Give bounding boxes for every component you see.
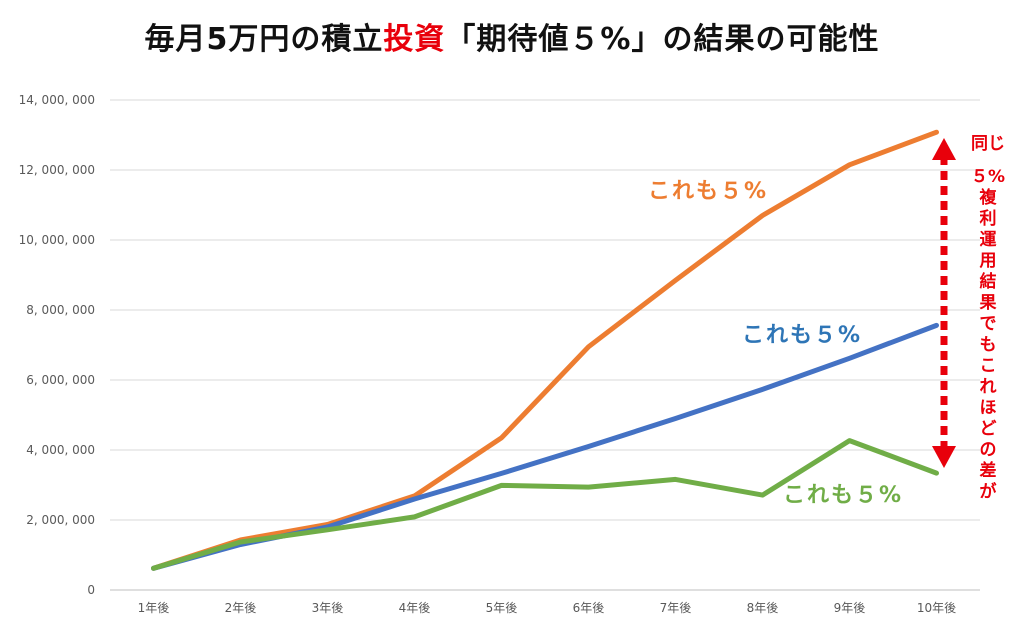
side-note-line3: 複利運用結果でもこれほどの差が	[968, 188, 1008, 503]
title-highlight: 投資	[383, 22, 446, 57]
side-note-glyph: 運	[979, 230, 997, 250]
side-note-glyph: 利	[979, 209, 997, 229]
x-tick-label: 4年後	[399, 601, 431, 615]
side-note-line1: 同じ	[971, 134, 1005, 154]
side-note-glyph: 複	[979, 188, 997, 208]
side-note-glyph: 用	[979, 251, 997, 271]
x-tick-label: 3年後	[312, 601, 344, 615]
x-tick-label: 6年後	[573, 601, 605, 615]
series-line-green	[151, 438, 939, 571]
series-lines	[151, 129, 939, 571]
series-line-orange	[151, 129, 939, 571]
chart-title: 毎月5万円の積立投資「期待値５%」の結果の可能性	[0, 14, 1024, 58]
x-tick-label: 1年後	[138, 601, 170, 615]
y-tick-label: 10, 000, 000	[19, 233, 95, 247]
x-axis-ticks: 1年後 2年後 3年後 4年後 5年後 6年後 7年後 8年後 9年後 10年後	[138, 601, 956, 615]
series-line-blue	[151, 322, 939, 571]
y-tick-label: 14, 000, 000	[19, 93, 95, 107]
side-note-glyph: ど	[979, 419, 997, 439]
arrow-head-down	[932, 446, 956, 468]
y-tick-label: 8, 000, 000	[26, 303, 95, 317]
difference-arrow	[932, 138, 956, 468]
side-note-glyph: も	[979, 335, 997, 355]
side-note-glyph: ほ	[979, 398, 997, 418]
side-note-glyph: 結	[979, 272, 997, 292]
y-tick-label: 0	[87, 583, 95, 597]
side-note-glyph: の	[979, 440, 997, 460]
y-axis-ticks: 0 2, 000, 000 4, 000, 000 6, 000, 000 8, 000…	[19, 93, 95, 597]
arrow-head-up	[932, 138, 956, 160]
y-tick-label: 12, 000, 000	[19, 163, 95, 177]
side-note-line2: ５%	[970, 167, 1006, 187]
gridlines	[110, 99, 980, 591]
annotation-green: これも５%	[783, 483, 903, 508]
x-tick-label: 7年後	[660, 601, 692, 615]
side-note-glyph: こ	[979, 356, 997, 376]
side-note-glyph: 果	[979, 293, 997, 313]
title-part2: 「期待値５%」の結果の可能性	[445, 22, 880, 57]
side-note: 同じ ５% 複利運用結果でもこれほどの差が	[968, 134, 1008, 503]
y-tick-label: 4, 000, 000	[26, 443, 95, 457]
y-tick-label: 6, 000, 000	[26, 373, 95, 387]
side-note-glyph: 差	[979, 461, 997, 481]
x-tick-label: 5年後	[486, 601, 518, 615]
y-tick-label: 2, 000, 000	[26, 513, 95, 527]
title-part1: 毎月5万円の積立	[144, 22, 384, 57]
x-tick-label: 8年後	[747, 601, 779, 615]
x-tick-label: 10年後	[917, 601, 956, 615]
side-note-glyph: れ	[979, 377, 997, 397]
x-tick-label: 9年後	[834, 601, 866, 615]
annotation-blue: これも５%	[742, 323, 862, 348]
side-note-glyph: が	[979, 482, 997, 502]
annotation-orange: これも５%	[648, 179, 768, 204]
side-note-glyph: で	[979, 314, 997, 334]
x-tick-label: 2年後	[225, 601, 257, 615]
